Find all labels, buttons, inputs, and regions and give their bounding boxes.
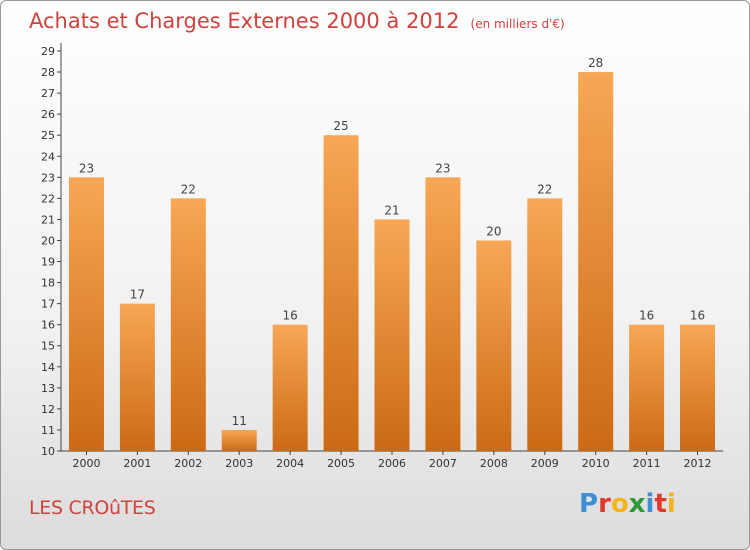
y-tick-label: 13: [41, 382, 55, 395]
data-label-2000: 23: [79, 161, 94, 175]
bar-2000: [68, 177, 104, 451]
data-label-2002: 22: [181, 182, 196, 196]
proxiti-logo: Proxiti: [579, 489, 676, 519]
y-tick-label: 14: [41, 361, 55, 374]
x-tick-label: 2008: [480, 457, 508, 470]
y-tick-label: 27: [41, 87, 55, 100]
commune-name: LES CROûTES: [29, 497, 156, 519]
y-tick-label: 17: [41, 298, 55, 311]
y-tick-label: 28: [41, 66, 55, 79]
data-label-2006: 21: [384, 203, 399, 217]
data-label-2005: 25: [333, 119, 348, 133]
x-tick-label: 2000: [72, 457, 100, 470]
bar-2003: [221, 429, 257, 451]
chart-title: Achats et Charges Externes 2000 à 2012: [29, 9, 460, 33]
y-tick-label: 24: [41, 150, 55, 163]
y-tick-label: 25: [41, 129, 55, 142]
bar-2010: [578, 72, 614, 451]
y-tick-label: 23: [41, 171, 55, 184]
x-tick-label: 2005: [327, 457, 355, 470]
bar-2009: [527, 198, 563, 451]
x-tick-label: 2002: [174, 457, 202, 470]
data-label-2010: 28: [588, 56, 603, 70]
x-tick-label: 2003: [225, 457, 253, 470]
bar-2002: [170, 198, 206, 451]
y-tick-label: 21: [41, 213, 55, 226]
data-label-2001: 17: [130, 288, 145, 302]
y-tick-label: 12: [41, 403, 55, 416]
data-label-2011: 16: [639, 309, 654, 323]
y-tick-label: 16: [41, 319, 55, 332]
y-tick-label: 18: [41, 277, 55, 290]
y-tick-label: 29: [41, 45, 55, 58]
x-tick-label: 2009: [531, 457, 559, 470]
bar-2001: [119, 303, 155, 451]
data-label-2012: 16: [690, 309, 705, 323]
x-tick-label: 2011: [633, 457, 661, 470]
x-tick-label: 2001: [123, 457, 151, 470]
bar-2004: [272, 324, 308, 451]
y-tick-label: 20: [41, 234, 55, 247]
bar-2006: [374, 219, 410, 451]
bar-2011: [629, 324, 665, 451]
data-label-2003: 11: [232, 414, 247, 428]
bar-2008: [476, 240, 512, 451]
y-tick-label: 26: [41, 108, 55, 121]
y-tick-label: 10: [41, 445, 55, 458]
x-tick-label: 2004: [276, 457, 304, 470]
title-block: Achats et Charges Externes 2000 à 2012 (…: [29, 9, 565, 33]
bar-2012: [680, 324, 716, 451]
bar-2005: [323, 135, 359, 452]
y-tick-label: 19: [41, 256, 55, 269]
data-label-2008: 20: [486, 224, 501, 238]
bar-2007: [425, 177, 461, 451]
y-tick-label: 22: [41, 192, 55, 205]
chart-subtitle: (en milliers d'€): [470, 17, 565, 31]
data-label-2004: 16: [283, 309, 298, 323]
y-tick-label: 11: [41, 424, 55, 437]
x-tick-label: 2007: [429, 457, 457, 470]
data-label-2007: 23: [435, 161, 450, 175]
x-tick-label: 2006: [378, 457, 406, 470]
x-tick-label: 2010: [582, 457, 610, 470]
x-tick-label: 2012: [684, 457, 712, 470]
data-label-2009: 22: [537, 182, 552, 196]
y-tick-label: 15: [41, 340, 55, 353]
